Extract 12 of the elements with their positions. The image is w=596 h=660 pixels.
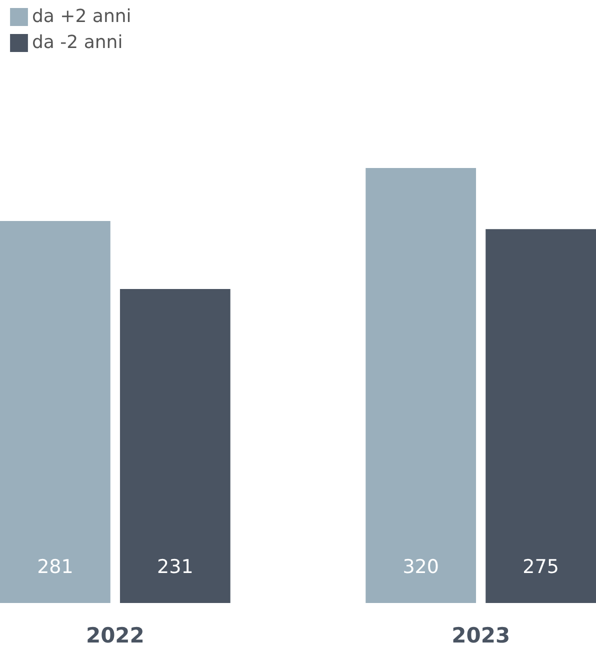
x-tick-label: 2023 [452, 624, 510, 648]
legend-label: da -2 anni [32, 32, 123, 53]
data-label: 320 [402, 556, 439, 578]
x-tick-label: 2022 [86, 624, 144, 648]
bar [0, 221, 110, 603]
bar [366, 168, 476, 603]
data-label: 281 [37, 556, 74, 578]
bar [486, 229, 596, 603]
legend-label: da +2 anni [32, 6, 132, 27]
data-label: 231 [157, 556, 194, 578]
data-label: 275 [522, 556, 559, 578]
bar [120, 288, 230, 603]
